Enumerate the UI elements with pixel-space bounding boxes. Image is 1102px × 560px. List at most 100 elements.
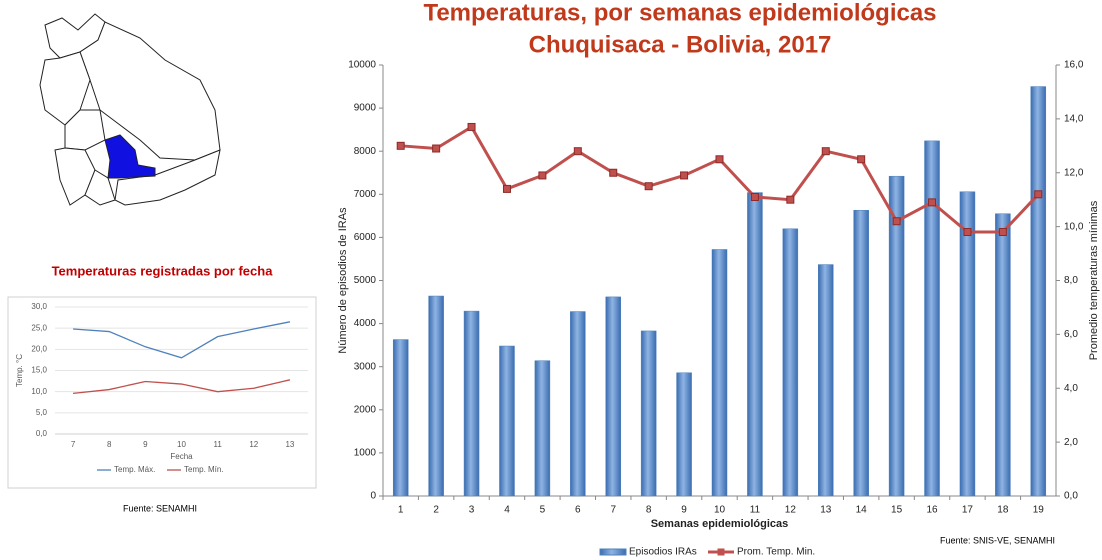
map-region-highlight — [104, 134, 156, 179]
bar — [428, 295, 444, 497]
x-axis-label: Semanas epidemiológicas — [651, 518, 789, 530]
x-tick-label: 10 — [714, 505, 726, 516]
y2-tick-label: 12,0 — [1064, 167, 1084, 178]
bar — [782, 228, 799, 497]
x-tick-label: 13 — [285, 440, 294, 449]
line-marker — [857, 155, 866, 164]
y2-tick-label: 2,0 — [1064, 437, 1078, 448]
line-marker — [1034, 190, 1043, 199]
bar — [570, 311, 586, 497]
legend-label: Temp. Mín. — [184, 465, 224, 474]
x-tick-label: 12 — [785, 505, 797, 516]
bar — [995, 213, 1011, 497]
bar — [392, 339, 409, 497]
x-tick-label: 7 — [71, 440, 76, 449]
x-axis-label: Fecha — [170, 452, 193, 461]
x-tick-label: 6 — [575, 505, 581, 516]
x-tick-label: 11 — [213, 440, 222, 449]
line-marker — [573, 147, 582, 156]
y-tick-label: 30,0 — [31, 302, 47, 311]
y-tick-label: 4000 — [354, 318, 377, 329]
y2-axis-label: Promedio temperaturas mínimas — [1088, 200, 1100, 360]
y-tick-label: 6000 — [354, 232, 377, 243]
legend-label: Temp. Máx. — [114, 465, 155, 474]
x-tick-label: 12 — [249, 440, 258, 449]
line-marker — [786, 195, 795, 204]
y2-tick-label: 10,0 — [1064, 221, 1084, 232]
y-tick-label: 0,0 — [36, 429, 48, 438]
y2-tick-label: 8,0 — [1064, 275, 1078, 286]
legend-swatch — [599, 548, 627, 556]
y-tick-label: 3000 — [354, 361, 377, 372]
x-tick-label: 16 — [926, 505, 938, 516]
x-tick-label: 17 — [962, 505, 974, 516]
y-tick-label: 10,0 — [31, 387, 47, 396]
x-tick-label: 7 — [610, 505, 616, 516]
y-tick-label: 15,0 — [31, 366, 47, 375]
bar — [818, 264, 834, 497]
x-tick-label: 5 — [540, 505, 546, 516]
bar — [711, 249, 728, 497]
map-region — [114, 149, 221, 206]
x-tick-label: 13 — [820, 505, 832, 516]
x-tick-label: 9 — [681, 505, 687, 516]
y-tick-label: 2000 — [354, 404, 377, 415]
bar — [676, 372, 692, 497]
small-chart-frame — [7, 296, 317, 489]
line-marker — [432, 144, 441, 153]
chart-title: Temperaturas registradas por fecha — [52, 263, 274, 278]
x-tick-label: 11 — [750, 505, 761, 516]
line-series — [73, 379, 291, 395]
chart-subtitle: Chuquisaca - Bolivia, 2017 — [529, 31, 832, 58]
legend-label: Episodios IRAs — [629, 547, 697, 558]
y-tick-label: 5000 — [354, 275, 377, 286]
y-tick-label: 5,0 — [36, 408, 48, 417]
map-region — [84, 169, 116, 206]
bar — [499, 345, 515, 497]
x-tick-label: 19 — [1033, 505, 1045, 516]
y-tick-label: 10000 — [348, 60, 376, 71]
line-marker — [396, 141, 405, 150]
line-marker — [680, 171, 689, 180]
x-tick-label: 4 — [504, 505, 510, 516]
line-series — [400, 124, 1040, 234]
y2-tick-label: 6,0 — [1064, 329, 1078, 340]
x-tick-label: 2 — [433, 505, 439, 516]
line-marker — [502, 184, 511, 193]
line-marker — [928, 198, 937, 207]
line-marker — [644, 182, 653, 191]
y-tick-label: 0 — [370, 491, 376, 502]
line-series — [73, 321, 291, 359]
y-tick-label: 8000 — [354, 146, 377, 157]
y-axis-label: Temp. °C — [15, 354, 24, 387]
x-tick-label: 9 — [143, 440, 148, 449]
line-marker — [963, 228, 972, 237]
line-marker — [998, 228, 1007, 237]
y-tick-label: 25,0 — [31, 323, 47, 332]
bar — [888, 175, 905, 497]
line-marker — [609, 168, 618, 177]
y-tick-label: 20,0 — [31, 344, 47, 353]
source-note: Fuente: SENAMHI — [123, 503, 197, 513]
y2-tick-label: 16,0 — [1064, 60, 1084, 71]
y2-tick-label: 4,0 — [1064, 383, 1078, 394]
line-marker — [467, 122, 476, 131]
bar — [605, 296, 621, 497]
x-tick-label: 18 — [997, 505, 1009, 516]
x-tick-label: 3 — [469, 505, 475, 516]
bar — [924, 140, 940, 497]
source-note: Fuente: SNIS-VE, SENAMHI — [940, 535, 1055, 545]
chart-title: Temperaturas, por semanas epidemiológica… — [423, 0, 936, 26]
line-marker — [892, 217, 901, 226]
x-tick-label: 14 — [856, 505, 868, 516]
y-axis-label: Número de episodios de IRAs — [337, 207, 349, 354]
bar — [534, 360, 551, 497]
y-tick-label: 9000 — [354, 103, 377, 114]
x-tick-label: 15 — [891, 505, 903, 516]
legend-marker — [717, 548, 725, 556]
y2-tick-label: 0,0 — [1064, 491, 1078, 502]
bar — [959, 191, 976, 497]
line-marker — [750, 192, 759, 201]
x-tick-label: 10 — [177, 440, 186, 449]
